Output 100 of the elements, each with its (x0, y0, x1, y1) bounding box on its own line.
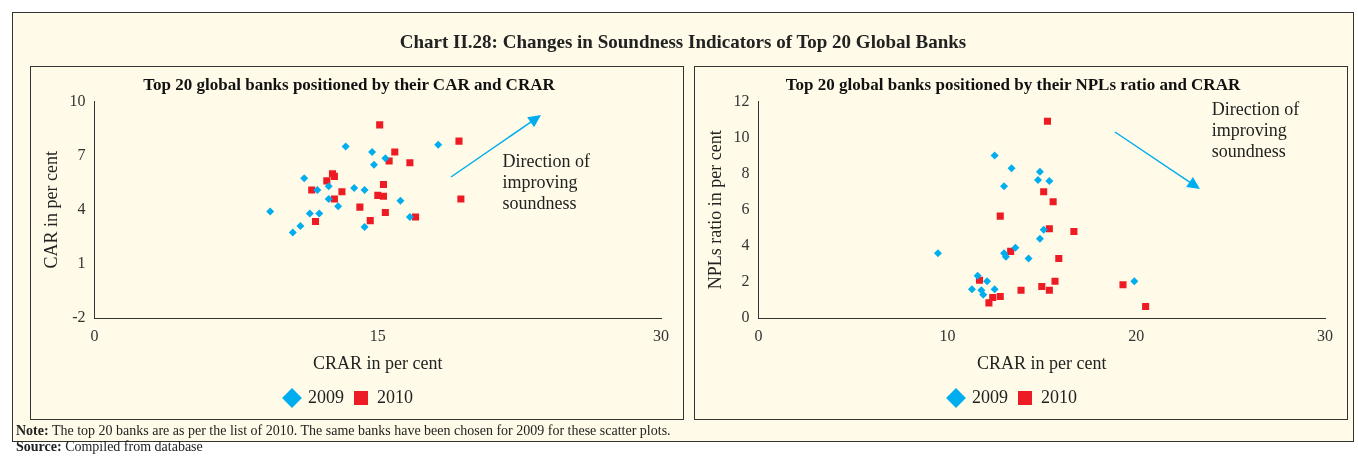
y-tick-label: 0 (741, 308, 750, 326)
point (990, 151, 999, 160)
point (396, 196, 405, 205)
point (338, 188, 346, 196)
text: Chart II.28: Changes in Soundness Indicators of Top 20 Global Banks (398, 31, 968, 53)
annotation: Direction of improving soundness (502, 151, 590, 214)
y-tick-label: 12 (733, 91, 750, 109)
point (360, 185, 369, 194)
point (308, 186, 316, 194)
point (406, 159, 414, 167)
point (979, 290, 988, 299)
point (356, 203, 364, 211)
point (368, 147, 377, 156)
point (1024, 254, 1033, 263)
y-tick-label: 8 (741, 163, 750, 181)
point (311, 218, 320, 226)
point (376, 121, 384, 129)
x-tick-label: 30 (1317, 327, 1333, 344)
y-tick-label: 4 (77, 200, 86, 217)
point (455, 137, 463, 145)
point (1049, 198, 1057, 206)
point (1045, 286, 1053, 294)
point (996, 292, 1004, 301)
point (457, 195, 465, 203)
point (360, 222, 369, 231)
point (1035, 167, 1044, 176)
chart-title: Top 20 global banks positioned by their NPLs ratio and CRAR (785, 74, 1241, 94)
point (324, 182, 333, 191)
point (1119, 281, 1127, 289)
point (1007, 164, 1016, 173)
point (288, 228, 297, 237)
legend-label: 2010 (377, 386, 413, 407)
point (305, 209, 314, 218)
y-tick-label: 1 (77, 254, 86, 272)
point (434, 140, 443, 149)
point (1130, 277, 1139, 286)
point (300, 174, 309, 183)
point (405, 213, 414, 222)
point (990, 285, 999, 294)
point (1035, 234, 1044, 243)
point (350, 184, 359, 193)
point (985, 299, 993, 307)
x-tick-label: 20 (1128, 327, 1145, 344)
point (370, 160, 379, 169)
x-axis-title: CRAR in per cent (977, 352, 1107, 373)
annotation: Direction of improving soundness (1211, 99, 1300, 162)
legend-label: 2009 (972, 386, 1008, 407)
point (967, 285, 976, 294)
point (379, 180, 387, 189)
point (983, 277, 992, 286)
point (379, 192, 387, 200)
point (412, 213, 420, 221)
point (1070, 227, 1078, 236)
point (1142, 302, 1150, 310)
point (324, 194, 333, 203)
point (266, 207, 275, 216)
x-tick-label: 0 (90, 327, 99, 344)
x-axis-title: CRAR in per cent (313, 352, 443, 373)
y-tick-label: 7 (77, 145, 86, 163)
point (1011, 243, 1020, 252)
x-tick-label: 10 (939, 327, 956, 344)
y-tick-label: 6 (741, 200, 750, 217)
point (1038, 283, 1046, 291)
legend-label: 2010 (1041, 386, 1077, 407)
point (1039, 225, 1048, 234)
point (1017, 286, 1025, 294)
x-tick-label: 0 (754, 327, 763, 344)
y-axis-title: NPLs ratio in per cent (704, 130, 725, 290)
point (296, 222, 305, 231)
y-tick-label: 10 (69, 91, 86, 109)
y-tick-label: 10 (733, 127, 750, 145)
point (366, 217, 374, 225)
point (996, 212, 1004, 220)
x-tick-label: 15 (369, 327, 386, 344)
point (323, 177, 331, 185)
point (1000, 182, 1009, 191)
point (313, 185, 322, 194)
point (1034, 175, 1043, 184)
point (330, 195, 338, 203)
y-tick-label: 4 (741, 236, 750, 254)
point (1040, 188, 1048, 196)
point (1045, 225, 1053, 233)
point (341, 142, 350, 151)
point (973, 271, 982, 280)
point (391, 148, 399, 156)
point (1043, 117, 1051, 125)
y-tick-label: 2 (741, 272, 750, 290)
y-axis-title: CAR in per cent (40, 151, 61, 269)
y-tick-label: -2 (72, 308, 86, 326)
text: Note: The top 20 banks are as per the list of 2010. The same banks have been chosen for 2009 for these scatter plots. (16, 423, 671, 438)
point (315, 209, 324, 218)
point (334, 202, 343, 211)
chart-title: Top 20 global banks positioned by their CAR and CRAR (143, 74, 556, 94)
point (381, 208, 389, 217)
point (933, 249, 942, 258)
point (1051, 277, 1059, 285)
source-note: Source: Compiled from database (16, 439, 203, 454)
point (1045, 176, 1054, 185)
x-tick-label: 30 (653, 327, 669, 344)
legend-label: 2009 (308, 386, 344, 407)
